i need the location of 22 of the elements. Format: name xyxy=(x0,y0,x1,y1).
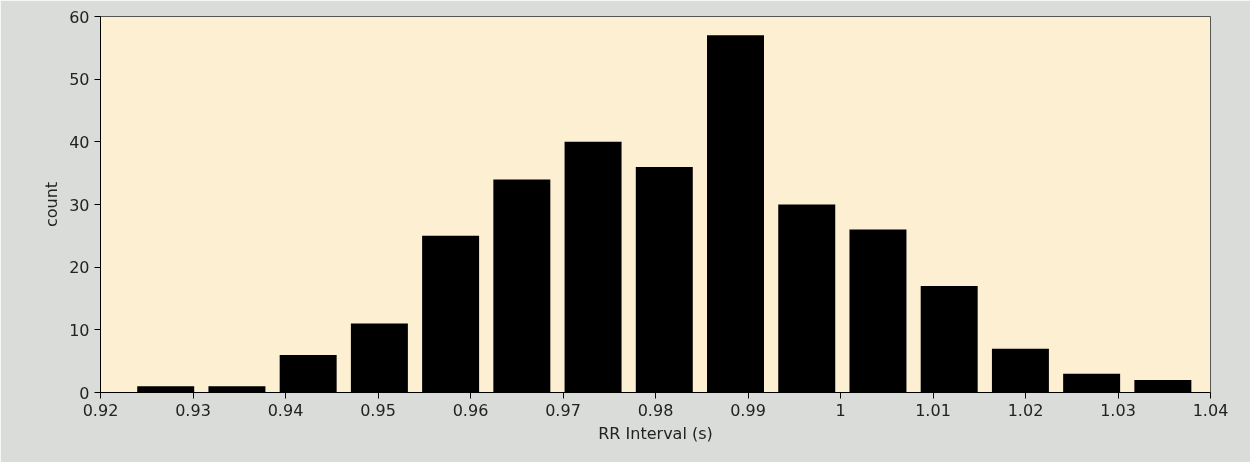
y-tick-label: 40 xyxy=(69,132,90,152)
x-tick-label: 1 xyxy=(835,400,846,420)
x-tick-label: 0.99 xyxy=(730,400,766,420)
x-tick-label: 1.02 xyxy=(1007,400,1044,420)
y-tick-label: 50 xyxy=(69,70,90,90)
y-tick-label: 10 xyxy=(69,320,90,340)
x-tick-label: 0.95 xyxy=(360,400,396,420)
x-tick-label: 1.03 xyxy=(1100,400,1136,420)
x-tick-label: 0.98 xyxy=(637,400,674,420)
x-tick-label: 1.04 xyxy=(1192,400,1229,420)
x-tick-label: 1.01 xyxy=(915,400,951,420)
y-tick-label: 0 xyxy=(79,383,90,403)
y-axis-title: count xyxy=(42,181,62,228)
x-tick-label: 0.97 xyxy=(545,400,581,420)
x-tick-label: 0.92 xyxy=(82,400,119,420)
y-tick-label: 30 xyxy=(69,195,90,215)
x-tick-label: 0.94 xyxy=(267,400,304,420)
x-tick-label: 0.93 xyxy=(175,400,211,420)
y-tick-label: 20 xyxy=(69,258,90,278)
x-tick-label: 0.96 xyxy=(452,400,489,420)
y-tick-label: 60 xyxy=(69,7,90,27)
x-axis-title: RR Interval (s) xyxy=(598,423,713,443)
